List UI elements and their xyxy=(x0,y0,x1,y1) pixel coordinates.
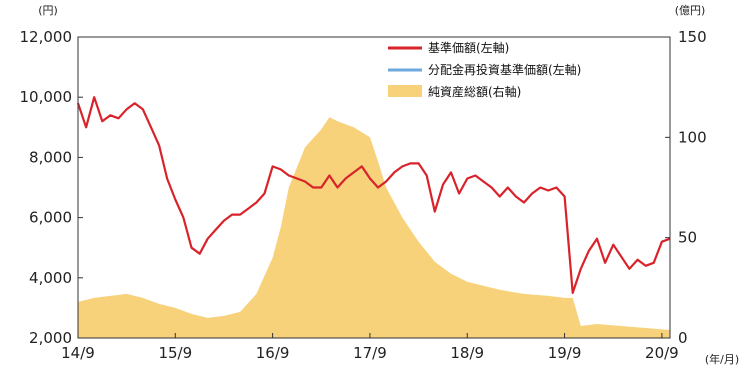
x-tick-label: 19/9 xyxy=(548,344,582,362)
y-left-tick-label: 2,000 xyxy=(29,329,72,347)
y-right-tick-label: 0 xyxy=(678,329,688,347)
nav-line xyxy=(76,96,671,294)
y-right-tick-label: 100 xyxy=(678,128,707,146)
legend-swatch-assets xyxy=(388,85,422,97)
x-tick-label: 17/9 xyxy=(353,344,387,362)
x-tick-label: 14/9 xyxy=(61,344,95,362)
legend: 基準価額(左軸) 分配金再投資基準価額(左軸) 純資産総額(右軸) xyxy=(388,40,581,99)
right-axis-unit: (億円) xyxy=(675,4,706,17)
x-tick-label: 20/9 xyxy=(645,344,679,362)
label-layer: 2,000 4,000 6,000 8,000 10,000 12,000 0 50 100 15… xyxy=(20,4,740,366)
legend-label-assets: 純資産総額(右軸) xyxy=(428,84,521,99)
y-left-tick-label: 8,000 xyxy=(29,148,72,166)
y-left-tick-label: 10,000 xyxy=(20,88,73,106)
axis-layer xyxy=(77,36,671,339)
x-tick-label: 15/9 xyxy=(158,344,192,362)
y-right-tick-label: 50 xyxy=(678,229,697,247)
y-left-tick-label: 4,000 xyxy=(29,269,72,287)
x-tick-label: 16/9 xyxy=(256,344,290,362)
area-layer xyxy=(78,117,670,338)
line-layer xyxy=(76,96,671,294)
left-axis-unit: (円) xyxy=(38,4,58,17)
y-left-tick-label: 12,000 xyxy=(20,28,73,46)
y-left-tick-label: 6,000 xyxy=(29,209,72,227)
plot-frame xyxy=(77,36,671,339)
x-axis-unit: (年/月) xyxy=(705,352,739,366)
net-assets-area xyxy=(78,117,670,338)
legend-label-reinvested: 分配金再投資基準価額(左軸) xyxy=(428,62,581,77)
y-right-tick-label: 150 xyxy=(678,28,707,46)
legend-label-nav: 基準価額(左軸) xyxy=(428,40,509,55)
x-tick-label: 18/9 xyxy=(450,344,484,362)
